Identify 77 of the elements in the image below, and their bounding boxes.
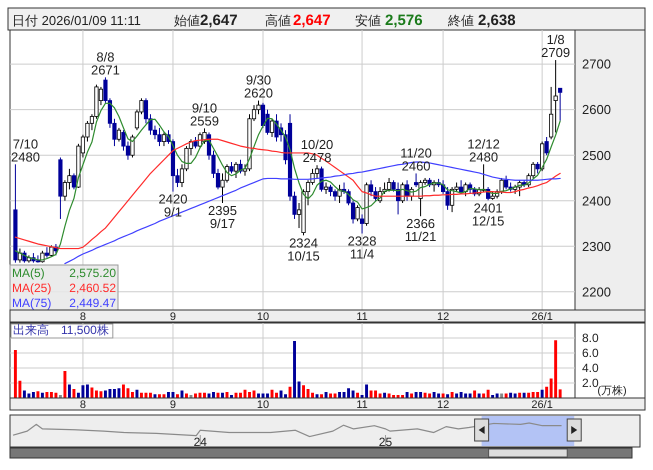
annotation: 11/20 2460 (400, 145, 432, 174)
bar (288, 386, 292, 398)
x-tick-label: 26/1 (531, 399, 553, 411)
y-tick-label: 2700 (582, 56, 611, 72)
text: 2,647 (293, 12, 331, 29)
x-tick-label: 12 (436, 311, 450, 323)
x-tick-label: 9 (170, 311, 176, 323)
x-tick-label: 12 (436, 399, 450, 411)
y-tick-label: 8.0 (582, 331, 600, 346)
annotation: 2328 11/4 (348, 234, 377, 262)
y-tick-label: 6.0 (582, 346, 600, 360)
bar (36, 391, 40, 398)
bar (414, 392, 418, 398)
bar (130, 392, 134, 398)
text: MA(25) (12, 281, 52, 295)
text: MA(75) (12, 296, 52, 310)
bar (68, 384, 71, 398)
x-tick-label: 26/1 (531, 311, 553, 323)
x-tick-label: 24 (194, 435, 208, 449)
y-tick-label: 4.0 (582, 361, 600, 376)
bar (324, 392, 328, 398)
x-tick-label: 25 (378, 435, 392, 449)
bar (63, 371, 66, 398)
y-tick-label: 2200 (582, 284, 611, 300)
text: 高値 (265, 13, 291, 28)
line-series (64, 161, 561, 264)
x-tick-label: 8 (80, 399, 86, 411)
annotation: 2,460.52 (69, 281, 116, 295)
annotation: 8/8 2671 (90, 49, 120, 78)
y-tick-label: 2400 (582, 193, 611, 208)
bar (473, 390, 476, 398)
x-tick-label: 11 (356, 311, 368, 323)
annotation: 9/30 2620 (244, 72, 273, 101)
bar (32, 392, 35, 398)
x-tick-label: 10 (256, 399, 270, 411)
text: 2,647 (200, 12, 238, 29)
bar (338, 392, 342, 398)
text: 終値 (447, 13, 474, 28)
bar (86, 384, 89, 398)
bar (450, 392, 454, 398)
text: 始値 (174, 13, 200, 28)
text: 2,638 (478, 12, 516, 29)
bar (432, 392, 436, 398)
annotation: 2401 12/15 (472, 200, 504, 228)
bar (406, 392, 409, 398)
x-tick-label: 10 (256, 311, 270, 323)
annotation: 7/10 2480 (11, 136, 40, 164)
y-tick-label: 2500 (582, 148, 611, 163)
bar (180, 390, 184, 398)
y-tick-label: 2600 (582, 102, 611, 118)
series-label: MA(5) (12, 266, 45, 280)
bar (117, 388, 120, 398)
annotation: 2324 10/15 (287, 235, 320, 264)
bar (226, 392, 228, 398)
text: 日付 2026/01/09 11:11 (12, 13, 141, 28)
x-tick-label: 8 (80, 311, 86, 323)
annotation: 2,575.20 (69, 266, 116, 280)
y-tick-label: 2300 (582, 238, 611, 254)
annotation: 2366 11/21 (404, 216, 436, 244)
annotation: 9/10 2559 (190, 100, 219, 128)
x-tick-label: 9 (170, 399, 176, 411)
text: 安値 (355, 13, 381, 28)
annotation: 2395 9/17 (208, 203, 237, 232)
bar (99, 391, 102, 398)
text: 2,576 (385, 12, 423, 29)
bar (135, 390, 138, 398)
y-axis-title: (万株) (597, 384, 627, 397)
bar (72, 389, 76, 398)
bar (540, 390, 544, 398)
x-tick-label: 11 (356, 399, 368, 411)
annotation: 2420 9/1 (158, 192, 188, 220)
annotation: 1/8 2709 (541, 32, 570, 60)
y-tick-label: 2.0 (582, 376, 600, 390)
bar (370, 390, 373, 398)
chart-title: 出来高 11,500株 (13, 323, 109, 337)
annotation: 2,449.47 (69, 296, 116, 310)
annotation: 12/12 2480 (467, 136, 500, 164)
